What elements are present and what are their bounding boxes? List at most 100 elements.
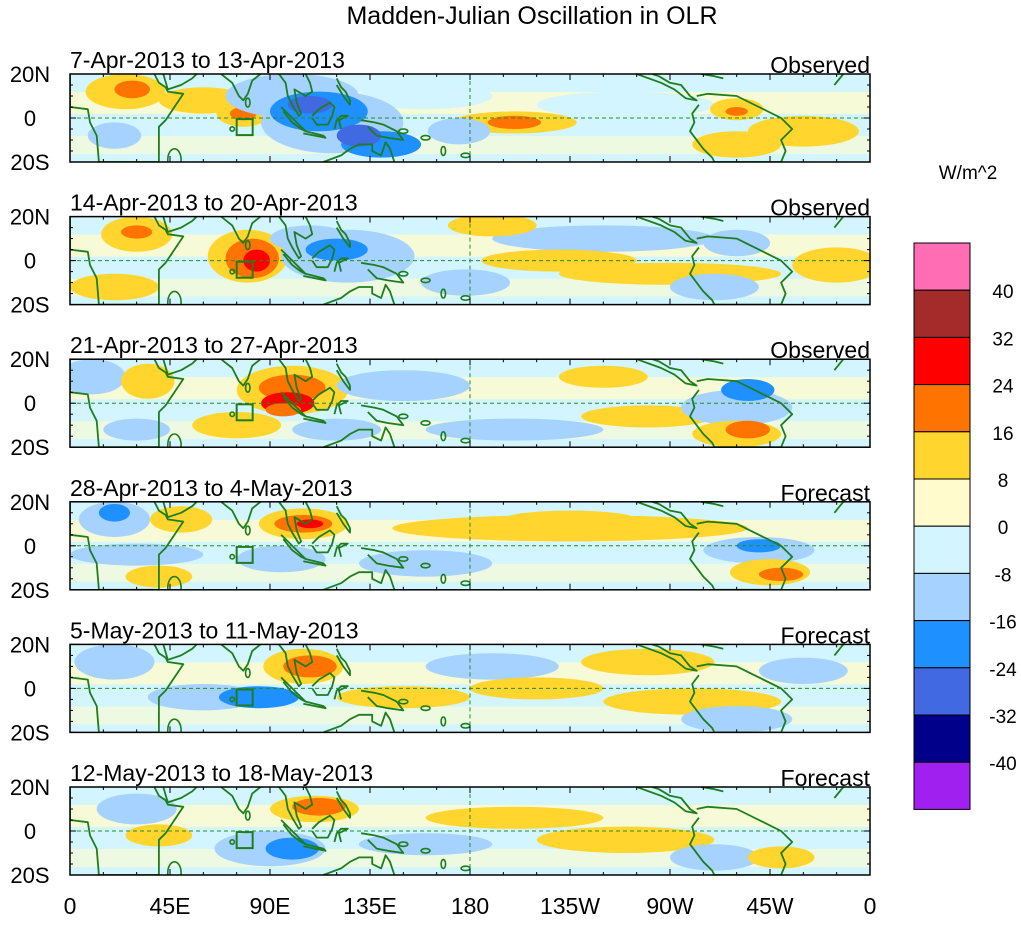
- olr-anomaly-contour: [70, 273, 159, 301]
- latitude-label: 0: [24, 534, 36, 559]
- colorbar-swatch: [913, 478, 971, 527]
- olr-anomaly-contour: [447, 216, 537, 237]
- coastline: [689, 663, 794, 733]
- olr-anomaly-contour: [292, 418, 382, 441]
- longitude-label: 180: [451, 893, 489, 919]
- panel-date-range: 14-Apr-2013 to 20-Apr-2013: [70, 190, 358, 216]
- coastline: [311, 386, 336, 411]
- longitude-label: 90E: [250, 893, 291, 919]
- coastline: [360, 119, 405, 141]
- island-outline: [244, 667, 251, 679]
- olr-anomaly-contour: [114, 80, 150, 99]
- coastline: [278, 501, 314, 545]
- coastline: [833, 74, 844, 86]
- coastline: [636, 787, 698, 815]
- index-box: [235, 118, 254, 137]
- coastline: [833, 787, 844, 799]
- coastline: [311, 244, 336, 269]
- coastline: [335, 790, 351, 819]
- island-outline: [460, 580, 471, 587]
- coastline: [322, 711, 396, 733]
- island-outline: [229, 838, 236, 845]
- map-panel: 20N 0 20S 7-Apr-2013 to 13-Apr-2013 Observed: [10, 47, 871, 175]
- latitude-label: 20S: [10, 863, 49, 888]
- panel-date-range: 28-Apr-2013 to 4-May-2013: [70, 475, 353, 501]
- island-outline: [460, 722, 471, 729]
- coastline: [360, 404, 405, 427]
- figure-title: Madden-Julian Oscillation in OLR: [346, 2, 717, 30]
- coastline: [689, 805, 794, 875]
- colorbar-swatch: [913, 667, 971, 716]
- coastline: [220, 787, 262, 815]
- olr-anomaly-contour: [70, 543, 204, 566]
- olr-anomaly-contour: [725, 420, 770, 439]
- longitude-label: 0: [64, 893, 77, 919]
- panel-date-range: 12-May-2013 to 18-May-2013: [70, 760, 373, 786]
- coastline: [311, 529, 336, 554]
- island-outline: [398, 841, 409, 848]
- island-outline: [460, 294, 471, 301]
- latitude-label: 20S: [10, 578, 49, 603]
- coastline: [335, 648, 351, 677]
- olr-anomaly-contour: [70, 359, 126, 395]
- index-box: [235, 831, 254, 850]
- olr-anomaly-contour: [492, 225, 715, 252]
- olr-anomaly-contour: [747, 846, 815, 869]
- coastline: [833, 644, 844, 656]
- longitude-label: 0: [864, 893, 877, 919]
- colorbar-level-label: -16: [989, 613, 1016, 634]
- olr-anomaly-contour: [74, 644, 155, 680]
- island-outline: [166, 575, 182, 590]
- latitude-label: 20N: [10, 490, 50, 515]
- olr-anomaly-contour: [98, 504, 130, 522]
- olr-anomaly-contour: [425, 806, 604, 829]
- coastline: [278, 359, 314, 402]
- coastline: [70, 787, 185, 875]
- olr-anomaly-contour: [421, 269, 510, 296]
- latitude-label: 0: [24, 676, 36, 701]
- colorbar-level-label: -40: [989, 754, 1016, 775]
- coastline: [278, 644, 314, 688]
- latitude-label: 20N: [10, 62, 50, 87]
- coastline: [833, 359, 844, 371]
- coastline: [360, 832, 405, 854]
- latitude-label: 20S: [10, 435, 49, 460]
- olr-anomaly-contour: [503, 510, 637, 529]
- coastline: [322, 141, 396, 162]
- coastline: [220, 216, 262, 244]
- colorbar-swatch: [913, 525, 971, 574]
- index-box: [235, 260, 254, 279]
- colorbar-level-label: -8: [995, 565, 1012, 586]
- olr-anomaly-contour: [121, 225, 153, 239]
- coastline: [70, 644, 185, 733]
- panel-date-range: 21-Apr-2013 to 27-Apr-2013: [70, 332, 358, 358]
- map-panel: 20N 0 20S 14-Apr-2013 to 20-Apr-2013 Observe…: [10, 190, 871, 318]
- olr-anomaly-contour: [336, 686, 470, 709]
- olr-anomaly-contour: [581, 405, 715, 428]
- coastline: [220, 359, 262, 387]
- coastline: [220, 74, 262, 102]
- panel-date-range: 7-Apr-2013 to 13-Apr-2013: [70, 47, 345, 73]
- colorbar-swatch: [913, 714, 971, 763]
- olr-anomaly-contour: [192, 412, 282, 439]
- coastline: [335, 220, 351, 249]
- coastline: [311, 101, 336, 126]
- colorbar-swatch: [913, 431, 971, 480]
- island-outline: [244, 240, 251, 251]
- coastline: [335, 505, 351, 534]
- coastline: [333, 542, 349, 558]
- colorbar-level-label: -24: [989, 660, 1017, 681]
- island-outline: [420, 134, 431, 141]
- coastline: [322, 854, 396, 875]
- coastline: [335, 77, 351, 106]
- coastline: [636, 216, 698, 244]
- island-outline: [440, 573, 447, 584]
- island-outline: [166, 433, 182, 448]
- coastline: [278, 74, 314, 117]
- coastline: [335, 363, 351, 391]
- coastline: [220, 644, 262, 672]
- olr-anomaly-contour: [681, 390, 793, 426]
- longitude-label: 135E: [343, 893, 397, 919]
- olr-anomaly-contour: [121, 363, 175, 399]
- coastline: [333, 685, 349, 700]
